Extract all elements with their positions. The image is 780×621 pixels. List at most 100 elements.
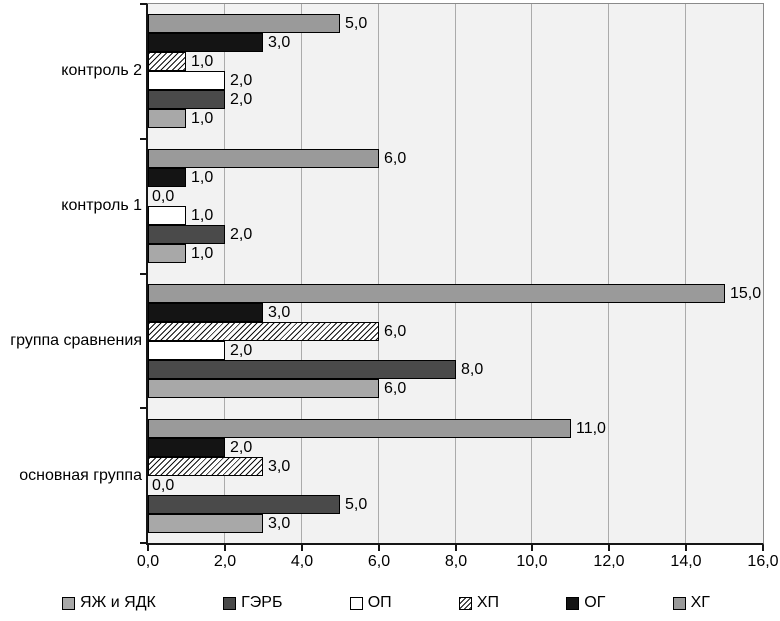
x-axis-label: 2,0 (213, 553, 237, 570)
x-axis-tick (685, 545, 687, 551)
legend-swatch (223, 596, 237, 610)
bar-value-label: 2,0 (230, 72, 253, 89)
category-label: контроль 2 (61, 62, 142, 79)
x-axis-tick (608, 545, 610, 551)
legend-swatch (458, 596, 472, 610)
x-axis-tick (378, 545, 380, 551)
x-axis-label: 16,0 (747, 553, 779, 570)
x-axis-tick (762, 545, 764, 551)
bar (148, 360, 456, 379)
bar-value-label: 6,0 (384, 380, 407, 397)
category-label: группа сравнения (10, 332, 142, 349)
legend-label: ХП (476, 594, 500, 611)
bar (148, 90, 225, 109)
gridline (224, 4, 225, 543)
bar (148, 71, 225, 90)
bar (148, 14, 340, 33)
bar-value-label: 2,0 (230, 342, 253, 359)
bar-value-label: 1,0 (191, 169, 214, 186)
bar (148, 33, 263, 52)
bar (148, 457, 263, 476)
x-axis-label: 4,0 (290, 553, 314, 570)
bar (148, 52, 186, 71)
bar-value-label: 5,0 (345, 15, 368, 32)
gridline (608, 4, 609, 543)
bar (148, 341, 225, 360)
bar (148, 168, 186, 187)
bar-value-label: 2,0 (230, 91, 253, 108)
bar-value-label: 11,0 (576, 420, 606, 437)
legend-label: ХГ (690, 594, 710, 611)
legend-swatch (62, 596, 75, 610)
y-axis-tick (140, 273, 147, 275)
bar-value-label: 6,0 (384, 150, 407, 167)
legend-swatch (672, 596, 686, 610)
bar-value-label: 2,0 (230, 439, 253, 456)
x-axis-tick (147, 545, 149, 551)
bar (148, 514, 263, 533)
bar-value-label: 15,0 (730, 285, 762, 302)
gridline (301, 4, 302, 543)
bar (148, 303, 263, 322)
bar (148, 419, 571, 438)
legend-label: ОП (367, 594, 392, 611)
bar-value-label: 1,0 (191, 53, 214, 70)
plot-area: 5,0 3,0 1,0 2,0 2,0 1,0 6,0 1,0 0,0 1,0 2,0 1,0 15,0… (146, 3, 764, 545)
legend-item: ОГ (566, 594, 605, 612)
bar-value-label: 3,0 (268, 458, 291, 475)
bar (148, 149, 379, 168)
x-axis-label: 12,0 (593, 553, 625, 570)
category-label: основная группа (19, 467, 142, 484)
gridline (531, 4, 532, 543)
legend-item: ХГ (672, 594, 710, 612)
bar (148, 495, 340, 514)
category-label: контроль 1 (61, 197, 142, 214)
y-axis-tick (140, 407, 147, 409)
bar-value-label: 3,0 (268, 304, 291, 321)
bar (148, 225, 225, 244)
x-axis-label: 10,0 (516, 553, 548, 570)
legend-item: ГЭРБ (223, 594, 282, 612)
x-axis-label: 6,0 (367, 553, 391, 570)
bar (148, 284, 725, 303)
x-axis-tick (301, 545, 303, 551)
gridline (455, 4, 456, 543)
gridline (378, 4, 379, 543)
legend-item: ЯЖ и ЯДК (62, 594, 156, 612)
legend-label: ЯЖ и ЯДК (80, 594, 156, 611)
bar (148, 206, 186, 225)
x-axis-label: 0,0 (136, 553, 160, 570)
bar-value-label: 0,0 (152, 188, 175, 205)
bar (148, 438, 225, 457)
legend: ЯЖ и ЯДК ГЭРБ ОП ХП ОГ ХГ (62, 591, 710, 615)
x-axis-tick (224, 545, 226, 551)
bar (148, 322, 379, 341)
x-axis-label: 8,0 (444, 553, 468, 570)
legend-label: ГЭРБ (241, 594, 283, 611)
x-axis-tick (455, 545, 457, 551)
legend-swatch (566, 596, 580, 610)
legend-item: ХП (458, 594, 500, 612)
bar-value-label: 1,0 (191, 110, 214, 127)
y-axis-tick (140, 542, 147, 544)
legend-item: ОП (349, 594, 392, 612)
bar-value-label: 3,0 (268, 515, 291, 532)
y-axis-tick (140, 3, 147, 5)
bar-value-label: 1,0 (191, 245, 214, 262)
bar-value-label: 0,0 (152, 477, 175, 494)
legend-label: ОГ (584, 594, 606, 611)
bar (148, 109, 186, 128)
legend-swatch (349, 596, 363, 610)
bar-value-label: 3,0 (268, 34, 291, 51)
y-axis-tick (140, 138, 147, 140)
bar (148, 244, 186, 263)
gridline (685, 4, 686, 543)
bar-value-label: 6,0 (384, 323, 407, 340)
x-axis-tick (531, 545, 533, 551)
bar-value-label: 8,0 (461, 361, 484, 378)
bar-value-label: 2,0 (230, 226, 253, 243)
bar-value-label: 5,0 (345, 496, 368, 513)
x-axis-label: 14,0 (670, 553, 702, 570)
bar (148, 379, 379, 398)
